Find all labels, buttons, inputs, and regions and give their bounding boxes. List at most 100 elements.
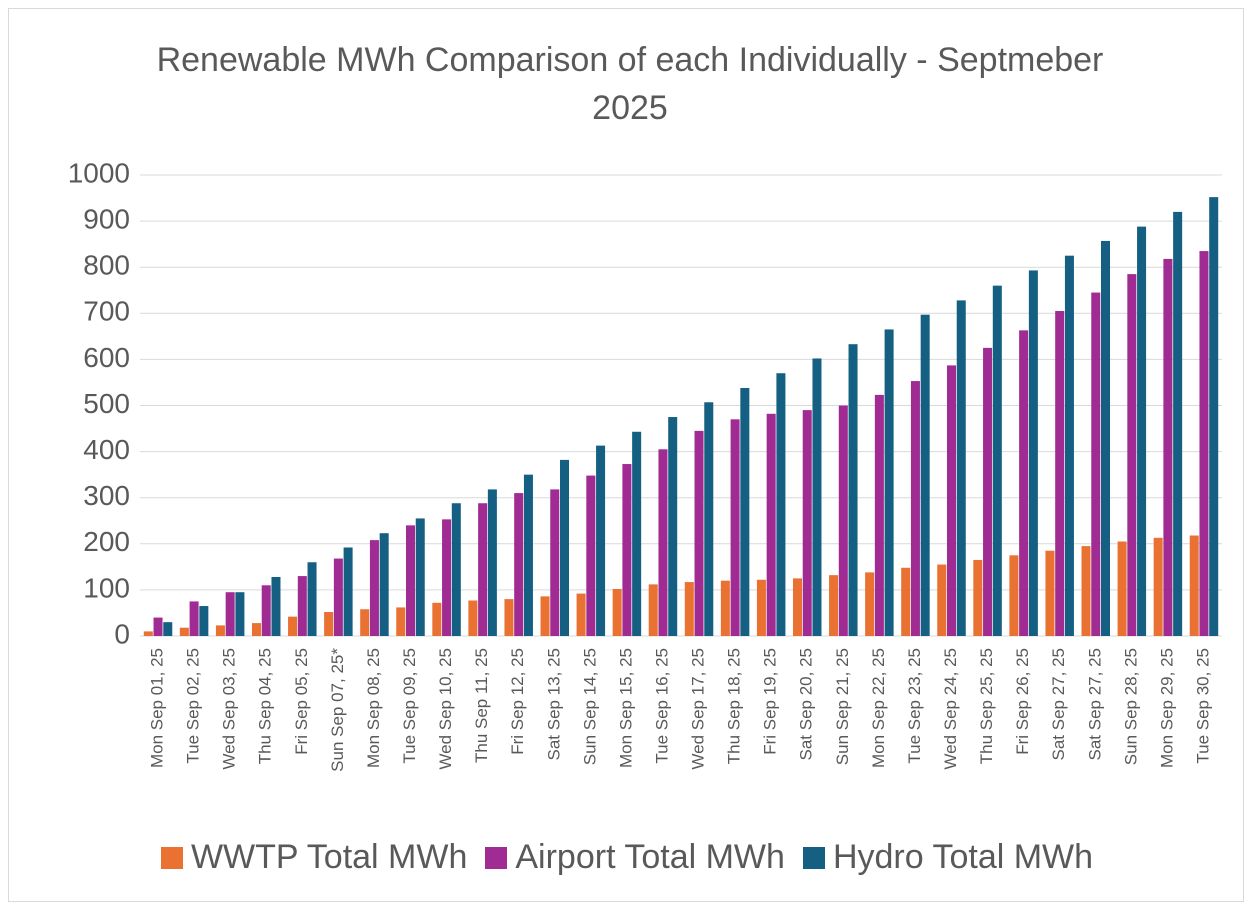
bar	[333, 558, 343, 636]
x-tick-label: Tue Sep 16, 25	[652, 648, 671, 764]
bar	[271, 576, 281, 636]
y-tick-label: 300	[83, 480, 130, 511]
legend-label: Airport Total MWh	[515, 838, 785, 876]
chart-title: Renewable MWh Comparison of each Individ…	[156, 41, 1104, 127]
bar	[730, 419, 740, 636]
bar	[1019, 330, 1029, 636]
bar	[901, 567, 911, 636]
bar	[1009, 555, 1019, 636]
bar	[251, 623, 262, 636]
x-tick-label: Wed Sep 03, 25	[220, 648, 239, 770]
bar	[235, 592, 245, 636]
x-tick-label: Thu Sep 25, 25	[977, 648, 996, 764]
x-tick-label: Wed Sep 24, 25	[941, 648, 960, 770]
x-tick-label: Thu Sep 11, 25	[472, 648, 491, 763]
bar	[163, 622, 173, 636]
x-tick-label: Sun Sep 21, 25	[833, 648, 852, 765]
bar	[189, 601, 199, 636]
bar	[632, 431, 642, 636]
bar	[838, 405, 848, 636]
bar	[559, 459, 570, 636]
bar	[1091, 292, 1101, 636]
bar	[865, 572, 875, 636]
x-tick-label: Tue Sep 02, 25	[184, 648, 203, 764]
y-tick-label: 900	[83, 203, 130, 234]
x-tick-label: Fri Sep 26, 25	[1013, 648, 1032, 755]
bar	[1081, 546, 1091, 636]
y-tick-label: 100	[83, 572, 130, 603]
bar	[740, 387, 750, 636]
bar	[1199, 251, 1209, 636]
bar	[792, 578, 803, 636]
x-tick-label: Tue Sep 09, 25	[400, 648, 419, 764]
bar	[946, 365, 957, 636]
bar	[874, 394, 884, 636]
bar	[143, 631, 153, 636]
bar	[992, 285, 1002, 636]
bar	[550, 489, 560, 636]
legend-label: WWTP Total MWh	[190, 838, 468, 876]
bar	[596, 445, 606, 636]
y-tick-label: 400	[83, 434, 130, 465]
x-tick-label: Sat Sep 27, 25	[1085, 648, 1104, 760]
bar	[776, 373, 786, 636]
bar	[1064, 255, 1074, 637]
bar	[884, 329, 894, 636]
x-tick-label: Thu Sep 18, 25	[725, 648, 744, 764]
legend-item: WWTP Total MWh	[160, 838, 468, 877]
bar	[451, 503, 461, 636]
bar	[766, 413, 776, 636]
x-tick-label: Mon Sep 22, 25	[869, 648, 888, 768]
bar	[937, 564, 947, 636]
x-tick-label: Fri Sep 12, 25	[508, 648, 527, 755]
x-tick-label: Thu Sep 04, 25	[256, 648, 275, 764]
x-tick-label: Mon Sep 08, 25	[364, 648, 383, 768]
bar	[442, 519, 452, 636]
bar	[910, 381, 920, 636]
bar	[487, 489, 497, 636]
legend-swatch	[160, 846, 183, 869]
bar	[756, 579, 766, 636]
bar	[684, 582, 694, 636]
y-tick-label: 200	[83, 526, 130, 557]
bar	[1028, 270, 1038, 636]
bar	[153, 617, 163, 636]
bar	[668, 417, 678, 636]
bar	[478, 503, 488, 636]
bar	[379, 533, 389, 636]
bar	[396, 607, 406, 636]
bar	[324, 612, 334, 636]
bar	[658, 449, 668, 636]
y-tick-label: 1000	[68, 157, 130, 188]
legend: WWTP Total MWh Airport Total MWh Hydro Tot…	[0, 838, 1254, 877]
x-tick-label: Sun Sep 28, 25	[1121, 648, 1140, 765]
y-tick-label: 500	[83, 388, 130, 419]
bar	[307, 562, 317, 636]
bar	[648, 584, 658, 636]
y-tick-label: 800	[83, 250, 130, 281]
bar	[1045, 550, 1055, 636]
bar	[288, 616, 298, 636]
bar	[468, 600, 478, 636]
bar	[622, 464, 632, 636]
bar	[369, 540, 379, 636]
bar	[297, 576, 307, 636]
bar	[1127, 274, 1137, 636]
bar	[576, 593, 586, 636]
bar	[802, 410, 812, 636]
bar	[540, 596, 550, 636]
x-tick-label: Mon Sep 15, 25	[616, 648, 635, 768]
bar	[504, 599, 514, 636]
bar	[514, 493, 524, 636]
bar	[261, 585, 271, 636]
bar	[973, 559, 983, 636]
bar	[415, 518, 425, 636]
legend-swatch	[802, 846, 825, 869]
bar	[1153, 537, 1163, 636]
legend-swatch	[485, 846, 508, 869]
bar	[720, 580, 730, 636]
bar	[432, 602, 442, 636]
bar	[1137, 226, 1147, 636]
x-tick-label: Fri Sep 19, 25	[761, 648, 780, 755]
x-tick-label: Mon Sep 01, 25	[148, 648, 167, 768]
